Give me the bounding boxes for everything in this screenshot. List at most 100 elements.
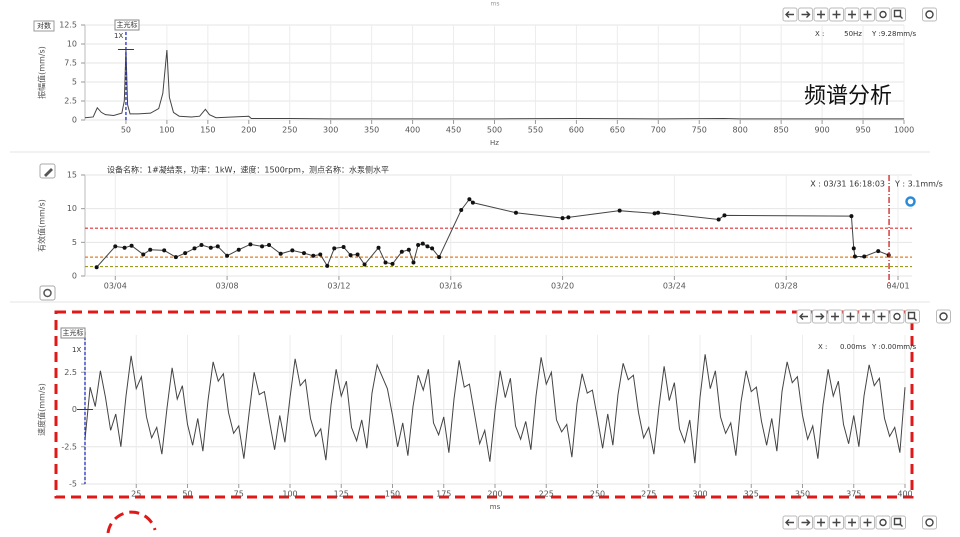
toolbar-button[interactable] — [813, 515, 829, 530]
toolbar-button[interactable] — [798, 7, 813, 22]
y-tick-label: 5 — [72, 238, 77, 247]
toolbar-button[interactable] — [844, 7, 860, 22]
toolbar-icon — [801, 519, 811, 526]
toolbar-button-frame — [922, 515, 937, 530]
toolbar-button[interactable] — [844, 515, 860, 530]
data-point — [236, 247, 241, 252]
toolbar-button-frame — [875, 515, 891, 530]
cursor-tag-label: 主光标 — [63, 328, 84, 337]
data-point — [183, 251, 188, 256]
y-axis-label: 振幅值(mm/s) — [37, 46, 47, 99]
toolbar-button[interactable] — [860, 515, 875, 530]
x-tick-label: 200 — [241, 126, 256, 135]
toolbar-button[interactable] — [889, 309, 905, 324]
x-tick-label: 03/12 — [327, 282, 350, 291]
data-point — [383, 260, 388, 265]
data-point — [876, 249, 881, 254]
toolbar-button[interactable] — [891, 515, 906, 530]
x-tick-label: 03/04 — [104, 282, 127, 291]
toolbar-button[interactable] — [829, 7, 844, 22]
scale-toggle-frame[interactable] — [33, 20, 55, 32]
toolbar-button[interactable] — [858, 309, 874, 324]
data-point — [173, 255, 178, 260]
data-point — [311, 253, 316, 258]
toolbar-button[interactable] — [813, 7, 829, 22]
y-tick-label: 15 — [67, 171, 77, 180]
toolbar-button[interactable] — [796, 309, 812, 324]
cursor-x-readout: X : 03/31 16:18:03 — [810, 180, 885, 189]
x-tick-label: 325 — [744, 490, 759, 499]
toolbar-icon — [817, 10, 825, 19]
x-tick-label: 100 — [159, 126, 174, 135]
data-point — [260, 244, 265, 249]
x-tick-label: 50 — [182, 490, 192, 499]
x-tick-label: 03/16 — [439, 282, 462, 291]
cursor-y-readout: Y :0.00mm/s — [871, 343, 916, 351]
highlight-box — [54, 310, 914, 499]
data-point — [470, 200, 475, 205]
x-tick-label: 850 — [774, 126, 789, 135]
data-point — [862, 254, 867, 259]
data-point — [411, 260, 416, 265]
toolbar-button[interactable] — [829, 515, 844, 530]
x-tick-label: 500 — [487, 126, 502, 135]
data-point — [376, 245, 381, 250]
toolbar-icon — [863, 10, 872, 19]
caption: ms — [491, 1, 500, 8]
x-tick-label: 450 — [446, 126, 461, 135]
toolbar-button-frame — [936, 309, 951, 324]
toolbar-button[interactable] — [827, 309, 843, 324]
scale-toggle-label[interactable]: 对数 — [37, 21, 51, 30]
toolbar-button[interactable] — [905, 309, 920, 324]
data-point — [716, 217, 721, 222]
data-point — [122, 245, 127, 250]
x-tick-label: 75 — [234, 490, 244, 499]
series — [94, 197, 891, 270]
series — [84, 354, 906, 464]
y-tick-label: 10 — [67, 204, 77, 213]
toolbar-button[interactable] — [875, 7, 891, 22]
toolbar-icon — [925, 10, 934, 19]
cursor-tag-label: 主光标 — [117, 20, 138, 29]
toolbar-button-frame — [875, 7, 891, 22]
toolbar-button[interactable] — [922, 515, 937, 530]
toolbar-icon — [877, 312, 886, 321]
data-point — [225, 253, 230, 258]
x-tick-label: 300 — [323, 126, 338, 135]
toolbar-button[interactable] — [874, 309, 889, 324]
cursor-x-readout: 0.00ms — [840, 343, 866, 351]
toolbar-button-frame — [922, 7, 937, 22]
x-tick-label: 400 — [405, 126, 420, 135]
data-point — [566, 215, 571, 220]
toolbar-icon — [893, 312, 901, 321]
data-point — [278, 251, 283, 256]
toolbar-icon — [799, 313, 808, 320]
toolbar-button[interactable] — [922, 7, 937, 22]
toolbar-button[interactable] — [782, 515, 798, 530]
toolbar-icon — [832, 518, 841, 527]
toolbar-button[interactable] — [782, 7, 798, 22]
x-tick-label: 275 — [641, 490, 656, 499]
edit-button[interactable] — [39, 163, 56, 179]
config-button[interactable] — [903, 194, 918, 209]
chart-title: 频谱分析 — [804, 84, 892, 109]
y-tick-label: 2.5 — [64, 97, 77, 106]
settings-button[interactable] — [39, 285, 56, 301]
toolbar-button[interactable] — [891, 7, 906, 22]
x-tick-label: 225 — [539, 490, 554, 499]
toolbar-button[interactable] — [843, 309, 858, 324]
y-tick-label: 7.5 — [64, 59, 77, 68]
scale-toggle[interactable]: 对数 — [33, 20, 55, 32]
toolbar-button[interactable] — [860, 7, 875, 22]
y-tick-label: 2.5 — [64, 368, 77, 377]
toolbar-button[interactable] — [875, 515, 891, 530]
toolbar-button[interactable] — [812, 309, 827, 324]
highlight-circle — [106, 510, 157, 534]
data-point — [652, 211, 657, 216]
toolbar-button[interactable] — [798, 515, 813, 530]
data-point — [192, 246, 197, 251]
data-point — [399, 249, 404, 254]
y-tick-label: 12.5 — [59, 21, 77, 30]
toolbar-button[interactable] — [936, 309, 951, 324]
data-point — [849, 214, 854, 219]
